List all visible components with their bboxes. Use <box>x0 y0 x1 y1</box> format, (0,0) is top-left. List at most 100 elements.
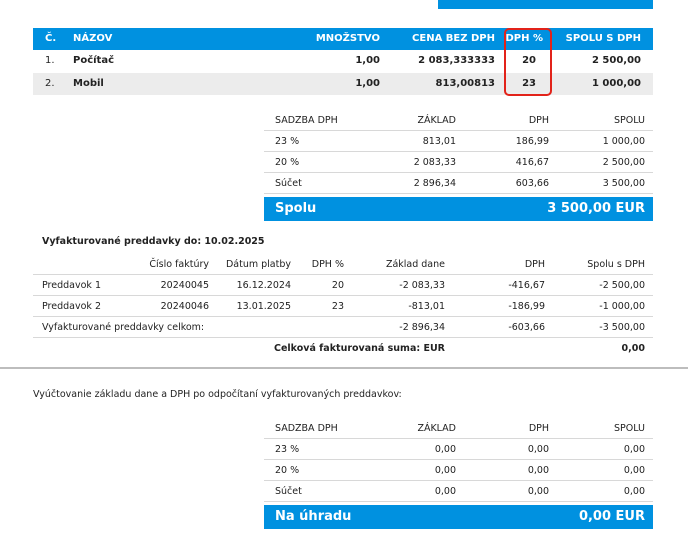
advances-sum-row: Vyfakturované preddavky celkom: -2 896,3… <box>33 317 653 338</box>
col-qty: MNOŽSTVO <box>315 33 380 44</box>
sum-vat: -603,66 <box>508 322 545 333</box>
cell-total: 0,00 <box>623 444 645 455</box>
settlement-note: Vyúčtovanie základu dane a DPH po odpočí… <box>33 389 402 400</box>
row-name: Počítač <box>73 55 115 66</box>
table-row: 23 % 813,01 186,99 1 000,00 <box>264 131 653 152</box>
cell-base: -2 083,33 <box>399 280 445 291</box>
cell-vat: 186,99 <box>515 136 549 147</box>
row-no: 2. <box>45 78 55 89</box>
col-total: SPOLU <box>613 115 645 126</box>
col-price: CENA BEZ DPH <box>412 33 495 44</box>
row-name: Mobil <box>73 78 104 89</box>
cell-rate: 23 % <box>275 136 300 147</box>
advances-header: Číslo faktúry Dátum platby DPH % Základ … <box>33 254 653 275</box>
cell-base: 2 896,34 <box>413 178 456 189</box>
row-qty: 1,00 <box>355 55 380 66</box>
cell-rate: 20 % <box>275 465 300 476</box>
cell-rate: 23 % <box>275 444 300 455</box>
cell-rate: Súčet <box>275 486 302 497</box>
grand-label: Celková fakturovaná suma: EUR <box>274 343 445 354</box>
cell-vat: 0,00 <box>527 465 549 476</box>
cell-vat-pct: 23 <box>331 301 344 312</box>
cell-base: 0,00 <box>434 486 456 497</box>
cell-base: 813,01 <box>422 136 456 147</box>
sum-base: -2 896,34 <box>399 322 445 333</box>
cell-date: 16.12.2024 <box>236 280 291 291</box>
col-no: Č. <box>45 33 57 44</box>
col-total: SPOLU <box>613 423 645 434</box>
col-name: NÁZOV <box>73 33 113 44</box>
col-rate: SADZBA DPH <box>275 423 338 434</box>
col-vat-pct: DPH % <box>311 259 344 270</box>
col-invoice-no: Číslo faktúry <box>149 259 209 270</box>
cell-total: -2 500,00 <box>599 280 645 291</box>
row-qty: 1,00 <box>355 78 380 89</box>
col-rate: SADZBA DPH <box>275 115 338 126</box>
sum-label: Vyfakturované preddavky celkom: <box>42 322 205 333</box>
total-value: 0,00 EUR <box>578 509 645 524</box>
advances-grand-total: Celková fakturovaná suma: EUR 0,00 <box>33 338 653 359</box>
col-total: Spolu s DPH <box>587 259 645 270</box>
col-vat: DPH <box>528 115 549 126</box>
table-row: Preddavok 2 20240046 13.01.2025 23 -813,… <box>33 296 653 317</box>
row-price: 813,00813 <box>435 78 495 89</box>
cell-total: 1 000,00 <box>602 136 645 147</box>
vat-summary-header: SADZBA DPH ZÁKLAD DPH SPOLU <box>264 110 653 131</box>
vat-summary-total: Spolu 3 500,00 EUR <box>264 197 653 221</box>
cell-vat-pct: 20 <box>331 280 344 291</box>
header-bar-fragment <box>438 0 653 9</box>
cell-base: -813,01 <box>408 301 445 312</box>
row-total: 2 500,00 <box>591 55 641 66</box>
cell-vat: -416,67 <box>508 280 545 291</box>
table-row: 23 % 0,00 0,00 0,00 <box>264 439 653 460</box>
cell-invoice-no: 20240046 <box>160 301 209 312</box>
advances-title: Vyfakturované preddavky do: 10.02.2025 <box>42 236 265 247</box>
cell-total: 2 500,00 <box>602 157 645 168</box>
table-row: 2. Mobil 1,00 813,00813 23 1 000,00 <box>33 73 653 95</box>
table-row: Preddavok 1 20240045 16.12.2024 20 -2 08… <box>33 275 653 296</box>
settlement-total: Na úhradu 0,00 EUR <box>264 505 653 529</box>
cell-total: 3 500,00 <box>602 178 645 189</box>
col-total: SPOLU S DPH <box>565 33 641 44</box>
table-row: 1. Počítač 1,00 2 083,333333 20 2 500,00 <box>33 50 653 72</box>
cell-base: 2 083,33 <box>413 157 456 168</box>
row-vat: 20 <box>522 55 536 66</box>
sum-total: -3 500,00 <box>599 322 645 333</box>
col-vat: DPH <box>524 259 545 270</box>
cell-base: 0,00 <box>434 444 456 455</box>
row-total: 1 000,00 <box>591 78 641 89</box>
cell-name: Preddavok 1 <box>42 280 101 291</box>
cell-name: Preddavok 2 <box>42 301 101 312</box>
cell-base: 0,00 <box>434 465 456 476</box>
section-divider <box>0 367 688 369</box>
total-label: Na úhradu <box>275 509 352 524</box>
table-row: Súčet 2 896,34 603,66 3 500,00 <box>264 173 653 194</box>
col-base: ZÁKLAD <box>417 115 456 126</box>
cell-rate: 20 % <box>275 157 300 168</box>
table-row: 20 % 0,00 0,00 0,00 <box>264 460 653 481</box>
cell-vat: 0,00 <box>527 486 549 497</box>
row-vat: 23 <box>522 78 536 89</box>
col-base: Základ dane <box>385 259 445 270</box>
row-no: 1. <box>45 55 55 66</box>
col-base: ZÁKLAD <box>417 423 456 434</box>
row-price: 2 083,333333 <box>418 55 495 66</box>
cell-date: 13.01.2025 <box>236 301 291 312</box>
items-table-header: Č. NÁZOV MNOŽSTVO CENA BEZ DPH DPH % SPO… <box>33 28 653 50</box>
cell-rate: Súčet <box>275 178 302 189</box>
cell-vat: 603,66 <box>515 178 549 189</box>
col-date: Dátum platby <box>225 259 291 270</box>
cell-invoice-no: 20240045 <box>160 280 209 291</box>
cell-total: 0,00 <box>623 486 645 497</box>
total-value: 3 500,00 EUR <box>547 201 645 216</box>
cell-vat: 416,67 <box>515 157 549 168</box>
table-row: Súčet 0,00 0,00 0,00 <box>264 481 653 502</box>
grand-value: 0,00 <box>621 343 645 354</box>
table-row: 20 % 2 083,33 416,67 2 500,00 <box>264 152 653 173</box>
settlement-header: SADZBA DPH ZÁKLAD DPH SPOLU <box>264 418 653 439</box>
cell-total: -1 000,00 <box>599 301 645 312</box>
total-label: Spolu <box>275 201 317 216</box>
col-vat: DPH <box>528 423 549 434</box>
cell-vat: 0,00 <box>527 444 549 455</box>
vat-column-highlight <box>504 28 552 96</box>
